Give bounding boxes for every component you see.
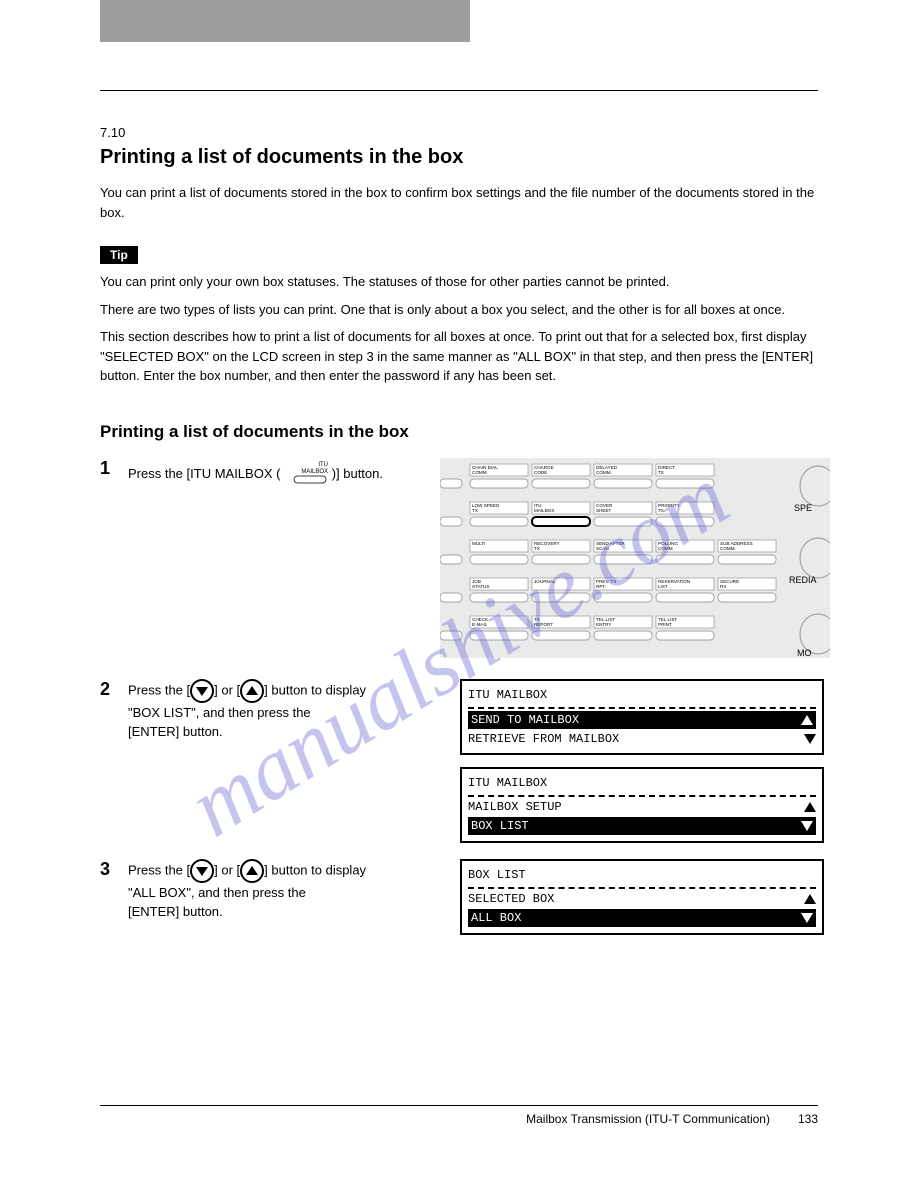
svg-text:CODE: CODE [534,470,547,475]
triangle-down-icon [801,821,813,831]
header-bar [100,0,470,42]
svg-text:RX: RX [720,584,726,589]
tip-line: There are two types of lists you can pri… [100,300,818,320]
lcd-divider [468,887,816,889]
svg-text:SCAN: SCAN [596,546,609,551]
page-number: 133 [798,1112,818,1126]
svg-text:COMM.: COMM. [720,546,736,551]
lcd-title: BOX LIST [468,868,816,882]
up-arrow-icon [240,679,264,703]
svg-text:REPORT: REPORT [534,622,553,627]
procedure-heading: Printing a list of documents in the box [100,422,818,442]
step-1-text: Press the [ITU MAILBOX ( ITU MAILBOX )] … [128,458,383,492]
step-2-after: ] button to display [264,682,366,697]
step-3-text: Press the [ ] or [ ] button to display "AL… [128,859,366,922]
tip-content: You can print only your own box statuses… [100,272,818,386]
tip-line: You can print only your own box statuses… [100,272,818,292]
triangle-down-icon [801,913,813,923]
lcd-divider [468,707,816,709]
lcd-item: SEND TO MAILBOX [471,713,801,727]
lcd-item: RETRIEVE FROM MAILBOX [468,732,804,746]
svg-text:JOURNAL: JOURNAL [534,579,556,584]
lcd-display-3: BOX LIST SELECTED BOX ALL BOX [460,859,824,935]
step-1-text-after: )] button. [332,466,383,481]
svg-text:COMM.: COMM. [658,546,674,551]
lcd-display-2: ITU MAILBOX MAILBOX SETUP BOX LIST [460,767,824,843]
page-heading: Printing a list of documents in the box [100,146,818,169]
tip-line: This section describes how to print a li… [100,327,818,386]
lcd-item: ALL BOX [471,911,801,925]
footer: Mailbox Transmission (ITU-T Communicatio… [100,1112,818,1126]
svg-text:TX: TX [658,508,664,513]
step-2-line3: [ENTER] button. [128,724,223,739]
step-3-before: Press the [ [128,862,190,877]
step-3-line2: "ALL BOX", and then press the [128,885,306,900]
lcd-item: SELECTED BOX [468,892,804,906]
svg-text:SHEET: SHEET [596,508,612,513]
svg-text:TX: TX [658,470,664,475]
svg-text:E-MAIL: E-MAIL [472,622,488,627]
step-2-before: Press the [ [128,682,190,697]
svg-text:LIST: LIST [658,584,668,589]
bottom-rule [100,1105,818,1106]
step-3-after: ] button to display [264,862,366,877]
step-number: 2 [100,679,128,742]
panel-side-label: REDIA [789,575,817,585]
lcd-display-1: ITU MAILBOX SEND TO MAILBOX RETRIEVE FRO… [460,679,824,755]
step-3-mid: ] or [ [214,862,240,877]
svg-text:TX: TX [472,508,478,513]
tip-badge: Tip [100,246,138,264]
svg-text:STATUS: STATUS [472,584,489,589]
triangle-up-icon [804,802,816,812]
svg-text:ITU: ITU [318,462,328,468]
svg-text:PRINT: PRINT [658,622,672,627]
svg-text:ENTRY: ENTRY [596,622,612,627]
panel-side-label: MO [797,648,812,658]
control-panel-diagram: CHAIN DIALCOMM.CHARGECODEDELAYEDCOMM.DIR… [440,458,830,658]
step-2-mid: ] or [ [214,682,240,697]
panel-side-label: SPE [794,503,812,513]
footer-text: Mailbox Transmission (ITU-T Communicatio… [526,1112,770,1126]
svg-text:MULTI: MULTI [472,541,485,546]
section-number: 7.10 [100,125,818,140]
lcd-divider [468,795,816,797]
svg-text:COMM.: COMM. [596,470,612,475]
svg-text:RPT.: RPT. [596,584,606,589]
lcd-title: ITU MAILBOX [468,776,816,790]
step-number: 1 [100,458,128,492]
lcd-item: MAILBOX SETUP [468,800,804,814]
lcd-item: BOX LIST [471,819,801,833]
down-arrow-icon [190,859,214,883]
lcd-title: ITU MAILBOX [468,688,816,702]
step-1-text-before: Press the [ITU MAILBOX ( [128,466,280,481]
step-3-line3: [ENTER] button. [128,904,223,919]
down-arrow-icon [190,679,214,703]
top-rule [100,90,818,91]
triangle-down-icon [804,734,816,744]
step-1: 1 Press the [ITU MAILBOX ( ITU MAILBOX )… [100,458,818,663]
svg-text:MAILBOX: MAILBOX [534,508,554,513]
svg-text:COMM.: COMM. [472,470,488,475]
step-2-text: Press the [ ] or [ ] button to display "BO… [128,679,366,742]
svg-text:MAILBOX: MAILBOX [301,469,328,475]
mailbox-icon: ITU MAILBOX [284,458,328,492]
up-arrow-icon [240,859,264,883]
triangle-up-icon [804,894,816,904]
step-number: 3 [100,859,128,922]
body-paragraph: You can print a list of documents stored… [100,183,818,222]
triangle-up-icon [801,715,813,725]
step-3: 3 Press the [ ] or [ ] button to display "… [100,859,818,935]
step-2-line2: "BOX LIST", and then press the [128,705,311,720]
step-2: 2 Press the [ ] or [ ] button to display "… [100,679,818,843]
svg-text:TX: TX [534,546,540,551]
